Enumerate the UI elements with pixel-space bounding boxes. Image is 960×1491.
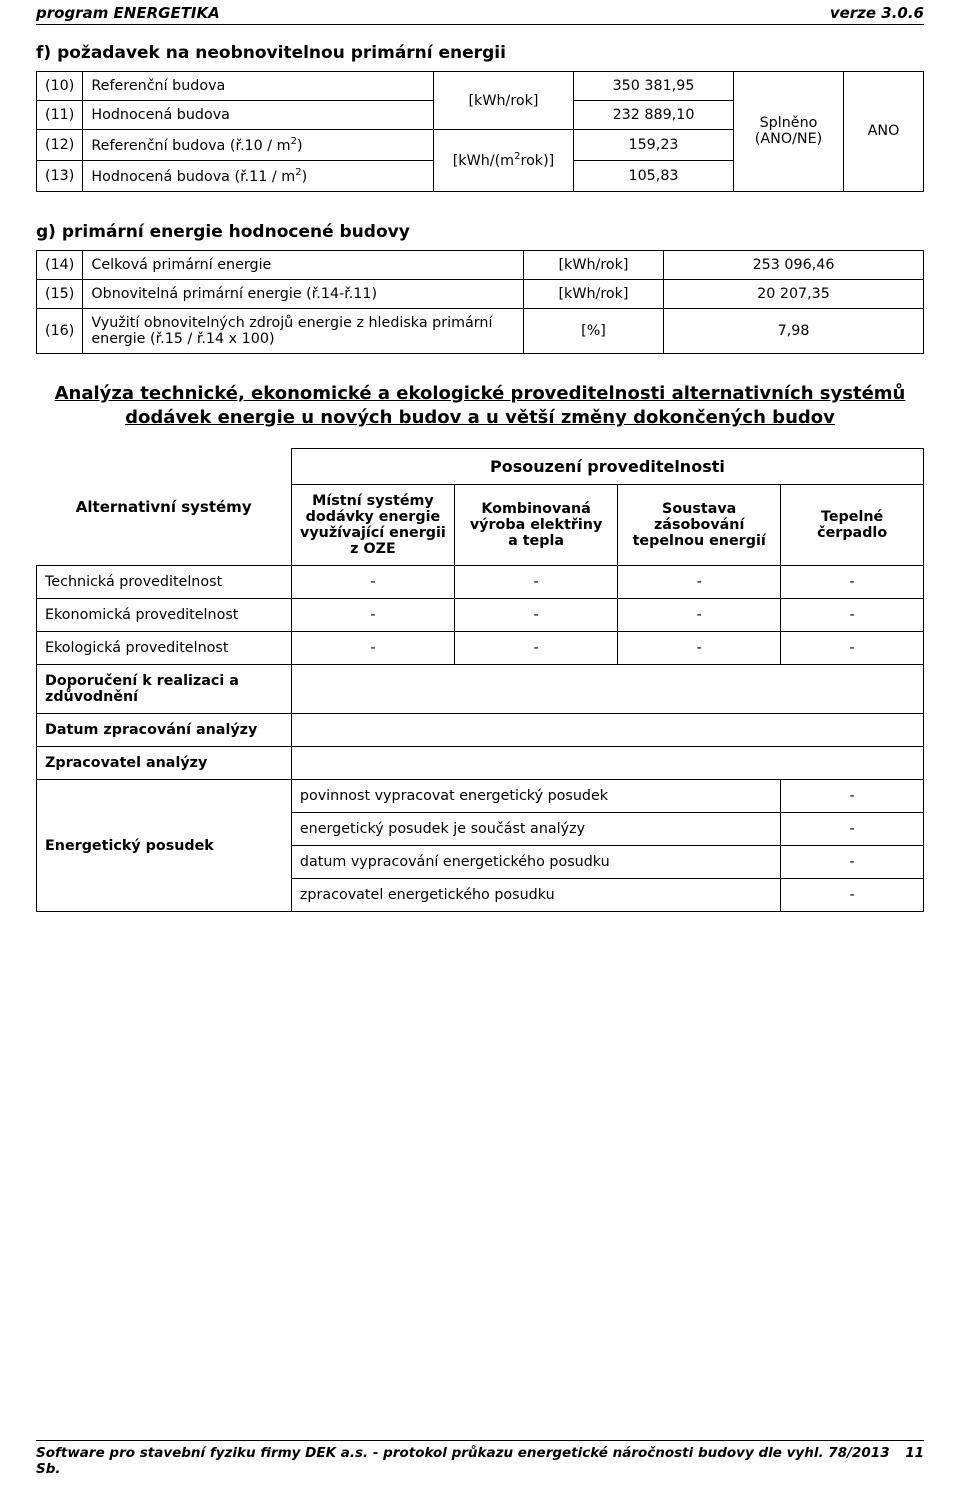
cell-value: -	[455, 632, 618, 665]
row-value: 20 207,35	[664, 279, 924, 308]
col-alt-systems: Alternativní systémy	[37, 449, 292, 566]
row-num: (14)	[37, 250, 83, 279]
row-label: Využití obnovitelných zdrojů energie z h…	[83, 308, 524, 353]
row-value: 350 381,95	[574, 72, 734, 101]
posudek-row-value: -	[781, 813, 924, 846]
posudek-row-label: energetický posudek je součást analýzy	[291, 813, 780, 846]
analysis-title: Analýza technické, ekonomické a ekologic…	[36, 382, 924, 431]
cell-value: -	[781, 566, 924, 599]
row-unit: [%]	[524, 308, 664, 353]
row-num: (16)	[37, 308, 83, 353]
wide-row-label: Datum zpracování analýzy	[37, 714, 292, 747]
row-label: Obnovitelná primární energie (ř.14-ř.11)	[83, 279, 524, 308]
row-num: (11)	[37, 101, 83, 130]
unit-cell: [kWh/(m2rok)]	[434, 130, 574, 192]
row-num: (10)	[37, 72, 83, 101]
posudek-row-label: datum vypracování energetického posudku	[291, 846, 780, 879]
header-bar: program ENERGETIKA verze 3.0.6	[36, 0, 924, 25]
row-value: 159,23	[574, 130, 734, 161]
row-value: 105,83	[574, 160, 734, 191]
cell-value: -	[618, 632, 781, 665]
feasibility-table: Alternativní systémy Posouzení provedite…	[36, 448, 924, 912]
wide-row-label: Zpracovatel analýzy	[37, 747, 292, 780]
row-label: Referenční budova (ř.10 / m2)	[83, 130, 434, 161]
wide-row-label: Doporučení k realizaci a zdůvodnění	[37, 665, 292, 714]
posudek-row-label: povinnost vypracovat energetický posudek	[291, 780, 780, 813]
cell-value: -	[455, 599, 618, 632]
row-label: Ekonomická proveditelnost	[37, 599, 292, 632]
col-header-1: Místní systémy dodávky energie využívají…	[291, 485, 454, 566]
row-label: Technická proveditelnost	[37, 566, 292, 599]
row-value: 232 889,10	[574, 101, 734, 130]
col-header-4: Tepelné čerpadlo	[781, 485, 924, 566]
cell-value: -	[291, 599, 454, 632]
row-label: Hodnocená budova	[83, 101, 434, 130]
cell-value: -	[781, 599, 924, 632]
row-num: (12)	[37, 130, 83, 161]
cell-value: -	[291, 566, 454, 599]
status-value: ANO	[844, 72, 924, 192]
col-header-2: Kombinovaná výroba elektřiny a tepla	[455, 485, 618, 566]
section-f-table: (10) Referenční budova [kWh/rok] 350 381…	[36, 71, 924, 192]
header-version: verze 3.0.6	[830, 4, 924, 22]
row-label: Referenční budova	[83, 72, 434, 101]
unit-cell: [kWh/rok]	[434, 72, 574, 130]
row-label: Hodnocená budova (ř.11 / m2)	[83, 160, 434, 191]
posudek-row-value: -	[781, 846, 924, 879]
row-unit: [kWh/rok]	[524, 250, 664, 279]
section-f-title: f) požadavek na neobnovitelnou primární …	[36, 43, 924, 63]
status-label: Splněno(ANO/NE)	[734, 72, 844, 192]
section-g-title: g) primární energie hodnocené budovy	[36, 222, 924, 242]
row-label: Celková primární energie	[83, 250, 524, 279]
row-value: 253 096,46	[664, 250, 924, 279]
posudek-label: Energetický posudek	[37, 780, 292, 912]
section-g-table: (14) Celková primární energie [kWh/rok] …	[36, 250, 924, 354]
cell-value: -	[618, 599, 781, 632]
row-unit: [kWh/rok]	[524, 279, 664, 308]
row-num: (13)	[37, 160, 83, 191]
wide-row-value	[291, 747, 923, 780]
cell-value: -	[781, 632, 924, 665]
posudek-row-label: zpracovatel energetického posudku	[291, 879, 780, 912]
wide-row-value	[291, 714, 923, 747]
row-value: 7,98	[664, 308, 924, 353]
wide-row-value	[291, 665, 923, 714]
header-program: program ENERGETIKA	[36, 4, 220, 22]
col-header-3: Soustava zásobování tepelnou energií	[618, 485, 781, 566]
posudek-row-value: -	[781, 879, 924, 912]
footer-text: Software pro stavební fyziku firmy DEK a…	[36, 1445, 905, 1477]
row-num: (15)	[37, 279, 83, 308]
footer-pageno: 11	[905, 1445, 924, 1477]
posudek-row-value: -	[781, 780, 924, 813]
cell-value: -	[455, 566, 618, 599]
posouzeni-header: Posouzení proveditelnosti	[291, 449, 923, 485]
cell-value: -	[618, 566, 781, 599]
row-label: Ekologická proveditelnost	[37, 632, 292, 665]
footer-bar: Software pro stavební fyziku firmy DEK a…	[36, 1440, 924, 1477]
cell-value: -	[291, 632, 454, 665]
